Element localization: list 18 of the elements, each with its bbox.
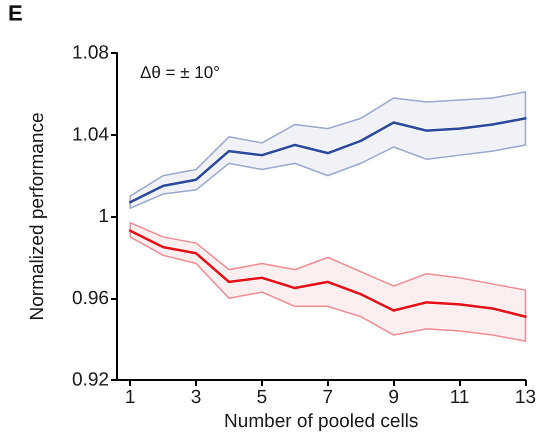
y-axis-title: Normalized performance	[27, 112, 48, 321]
line-series	[128, 230, 527, 318]
y-tick-label: 1.04	[72, 124, 110, 146]
x-axis-title: Number of pooled cells	[224, 410, 418, 432]
y-tick-label: 0.96	[72, 288, 109, 309]
y-tick-label: 0.92	[72, 370, 109, 390]
x-tick-label: 3	[190, 387, 202, 408]
line-series	[128, 117, 527, 204]
annotation: Δθ = ± 10°	[140, 63, 220, 82]
x-tick-label: 9	[388, 387, 399, 408]
x-tick-label: 7	[322, 387, 334, 408]
y-tick-label: 1	[98, 206, 109, 227]
x-tick-label: 1	[124, 387, 136, 408]
x-tick-label: 11	[450, 387, 470, 408]
x-tick-label: 13	[514, 387, 536, 408]
x-tick-label: 5	[256, 387, 268, 408]
text: E	[8, 0, 23, 26]
y-tick-label: 1.08	[72, 42, 109, 64]
